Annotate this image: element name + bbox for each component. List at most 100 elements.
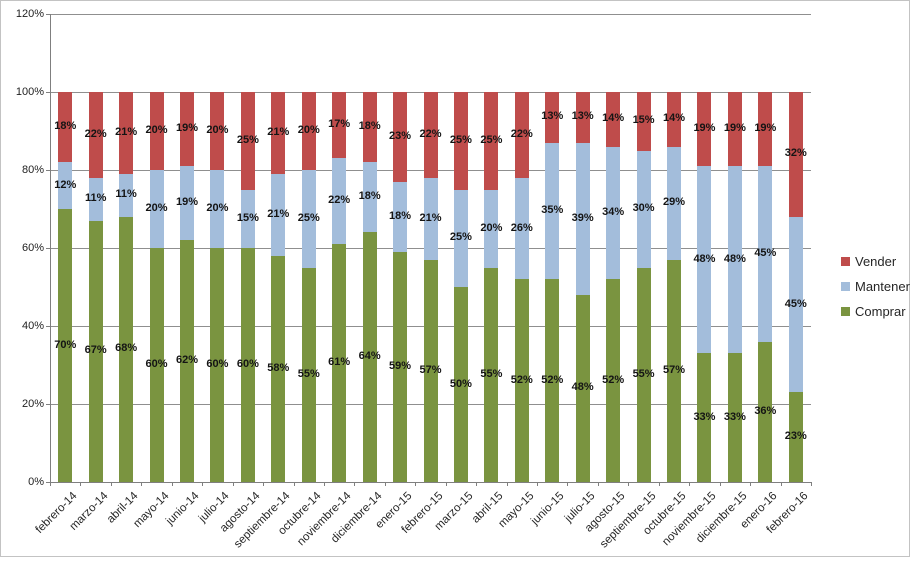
- bar-segment-comprar: [332, 244, 347, 482]
- bar-segment-comprar: [362, 232, 377, 482]
- y-axis-label: 20%: [21, 398, 44, 410]
- bar-segment-comprar: [393, 251, 408, 482]
- data-label-comprar: 62%: [175, 354, 198, 367]
- x-axis-tick: [263, 482, 265, 486]
- data-label-comprar: 52%: [510, 373, 533, 386]
- legend-swatch-icon: [841, 257, 850, 266]
- bar-segment-comprar: [788, 392, 803, 482]
- legend-label: Comprar: [855, 304, 906, 319]
- bar-segment-mantener: [271, 173, 286, 256]
- bar-segment-comprar: [179, 240, 194, 482]
- data-label-vender: 19%: [723, 122, 746, 135]
- bar-segment-vender: [210, 92, 225, 170]
- data-label-comprar: 57%: [419, 363, 442, 376]
- data-label-vender: 21%: [115, 125, 138, 138]
- data-label-comprar: 52%: [541, 373, 564, 386]
- bar-segment-comprar: [484, 267, 499, 482]
- data-label-mantener: 45%: [754, 246, 777, 259]
- bar-segment-vender: [423, 92, 438, 178]
- bar-segment-comprar: [58, 209, 73, 482]
- bar-segment-vender: [575, 92, 590, 143]
- bar-segment-comprar: [453, 287, 468, 482]
- bar-segment-comprar: [697, 353, 712, 482]
- bar-segment-vender: [240, 92, 255, 190]
- data-label-vender: 13%: [571, 110, 594, 123]
- bar-segment-vender: [88, 92, 103, 178]
- bar-segment-vender: [393, 92, 408, 182]
- bar-segment-mantener: [636, 150, 651, 268]
- data-label-mantener: 11%: [115, 188, 137, 201]
- x-axis-tick: [506, 482, 508, 486]
- bar-segment-comprar: [636, 267, 651, 482]
- bar-segment-mantener: [484, 189, 499, 268]
- y-axis-label: 0%: [28, 476, 44, 488]
- data-label-comprar: 58%: [267, 361, 290, 374]
- x-axis-tick: [50, 482, 51, 486]
- x-axis-tick: [171, 482, 173, 486]
- y-axis-tick: [46, 170, 50, 171]
- data-label-mantener: 48%: [693, 252, 716, 265]
- x-axis-tick: [202, 482, 204, 486]
- bar-segment-comprar: [210, 248, 225, 482]
- x-axis-tick: [415, 482, 417, 486]
- y-axis-tick: [46, 326, 50, 327]
- bar-segment-mantener: [758, 166, 773, 342]
- x-axis-tick: [567, 482, 569, 486]
- legend-swatch-icon: [841, 282, 850, 291]
- legend-item-mantener: Mantener: [841, 274, 910, 299]
- y-axis-tick: [46, 14, 50, 15]
- bar-segment-mantener: [332, 158, 347, 245]
- x-axis-tick: [597, 482, 599, 486]
- data-label-mantener: 48%: [723, 252, 746, 265]
- bar-segment-comprar: [667, 259, 682, 482]
- x-axis-tick: [719, 482, 721, 486]
- data-label-mantener: 45%: [784, 297, 807, 310]
- bar-segment-vender: [301, 92, 316, 170]
- x-axis-tick: [384, 482, 386, 486]
- y-axis-label: 120%: [15, 8, 44, 20]
- data-label-comprar: 55%: [480, 367, 503, 380]
- y-axis-tick: [46, 248, 50, 249]
- bar-segment-mantener: [606, 146, 621, 280]
- data-label-comprar: 70%: [54, 338, 77, 351]
- data-label-mantener: 20%: [206, 202, 229, 214]
- bar-segment-vender: [332, 92, 347, 159]
- data-label-mantener: 20%: [145, 202, 168, 214]
- bar-segment-mantener: [545, 142, 560, 280]
- bar-segment-vender: [362, 92, 377, 163]
- bar-segment-mantener: [240, 189, 255, 248]
- data-label-comprar: 61%: [328, 356, 351, 369]
- data-label-comprar: 68%: [115, 342, 138, 355]
- gridline-0%: [50, 482, 811, 483]
- data-label-vender: 21%: [267, 125, 290, 138]
- x-axis-tick: [476, 482, 478, 486]
- bar-segment-comprar: [423, 259, 438, 482]
- data-label-comprar: 36%: [754, 404, 777, 417]
- bar-segment-mantener: [667, 146, 682, 260]
- data-label-comprar: 33%: [723, 410, 746, 423]
- bar-segment-vender: [514, 92, 529, 178]
- x-axis-tick: [658, 482, 660, 486]
- data-label-vender: 25%: [449, 133, 472, 146]
- data-label-mantener: 12%: [54, 178, 77, 191]
- bar-segment-mantener: [727, 166, 742, 354]
- y-axis-label: 80%: [21, 164, 44, 176]
- bar-segment-vender: [758, 92, 773, 167]
- data-label-comprar: 52%: [602, 373, 625, 386]
- data-label-comprar: 57%: [663, 363, 686, 376]
- bar-segment-vender: [788, 92, 803, 217]
- data-label-vender: 15%: [632, 114, 655, 127]
- data-label-vender: 20%: [206, 124, 229, 136]
- bar-segment-vender: [453, 92, 468, 190]
- bar-segment-mantener: [514, 177, 529, 280]
- bar-segment-mantener: [362, 162, 377, 233]
- data-label-mantener: 21%: [419, 211, 442, 224]
- data-label-mantener: 15%: [236, 211, 259, 224]
- data-label-comprar: 59%: [389, 359, 412, 372]
- bar-segment-comprar: [240, 248, 255, 482]
- bar-segment-comprar: [606, 279, 621, 482]
- x-axis-tick: [628, 482, 630, 486]
- data-label-vender: 32%: [784, 147, 807, 160]
- y-axis-tick: [46, 92, 50, 93]
- bar-segment-mantener: [210, 170, 225, 248]
